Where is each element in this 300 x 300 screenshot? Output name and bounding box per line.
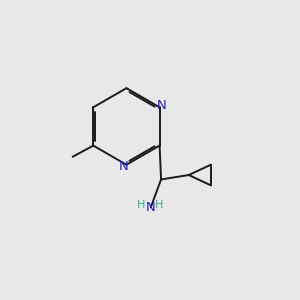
Text: N: N: [146, 201, 156, 214]
Text: H: H: [155, 200, 163, 210]
Text: N: N: [119, 160, 129, 173]
Text: N: N: [157, 99, 167, 112]
Text: H: H: [137, 200, 146, 210]
